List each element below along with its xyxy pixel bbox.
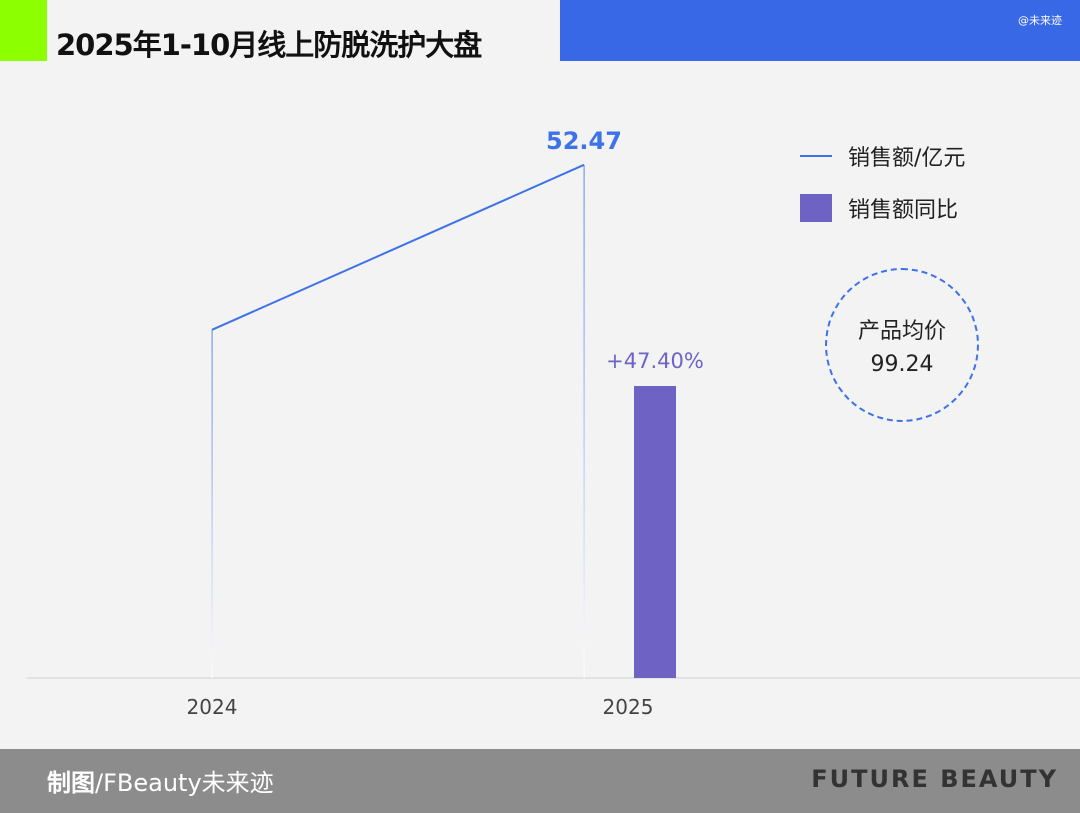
- watermark: @未来迹: [1018, 14, 1062, 27]
- credit: 制图/FBeauty未来迹: [47, 763, 274, 798]
- avg-price-value: 99.24: [870, 352, 934, 377]
- avg-price-label: 产品均价: [857, 319, 946, 344]
- x-tick-label: 2024: [187, 695, 238, 719]
- legend-item-yoy: 销售额同比: [800, 192, 958, 224]
- accent-block: [0, 0, 47, 61]
- brand-logo: FUTURE BEAUTY: [811, 765, 1058, 793]
- legend-label: 销售额同比: [848, 198, 959, 223]
- page-title: 2025年1-10月线上防脱洗护大盘: [56, 28, 482, 62]
- line-drop-line: [211, 329, 213, 678]
- avg-price-badge: 产品均价 99.24: [825, 268, 979, 422]
- credit-rest: /FBeauty未来迹: [95, 769, 274, 797]
- footer: 制图/FBeauty未来迹 FUTURE BEAUTY: [0, 749, 1080, 813]
- chart: 2024 2025 52.47 +47.40%: [27, 127, 1080, 719]
- sales-line: [211, 163, 585, 331]
- line-drop-line: [583, 164, 585, 679]
- legend-line-swatch: [800, 155, 832, 157]
- yoy-bar: [634, 386, 676, 678]
- bar-data-label: +47.40%: [606, 349, 704, 373]
- credit-bold: 制图: [47, 769, 95, 797]
- line-data-label: 52.47: [546, 127, 622, 155]
- x-tick-label: 2025: [603, 695, 654, 719]
- legend-bar-swatch: [800, 194, 832, 222]
- legend-label: 销售额/亿元: [848, 146, 966, 171]
- legend-item-sales: 销售额/亿元: [800, 140, 965, 172]
- header-banner: @未来迹: [560, 0, 1080, 61]
